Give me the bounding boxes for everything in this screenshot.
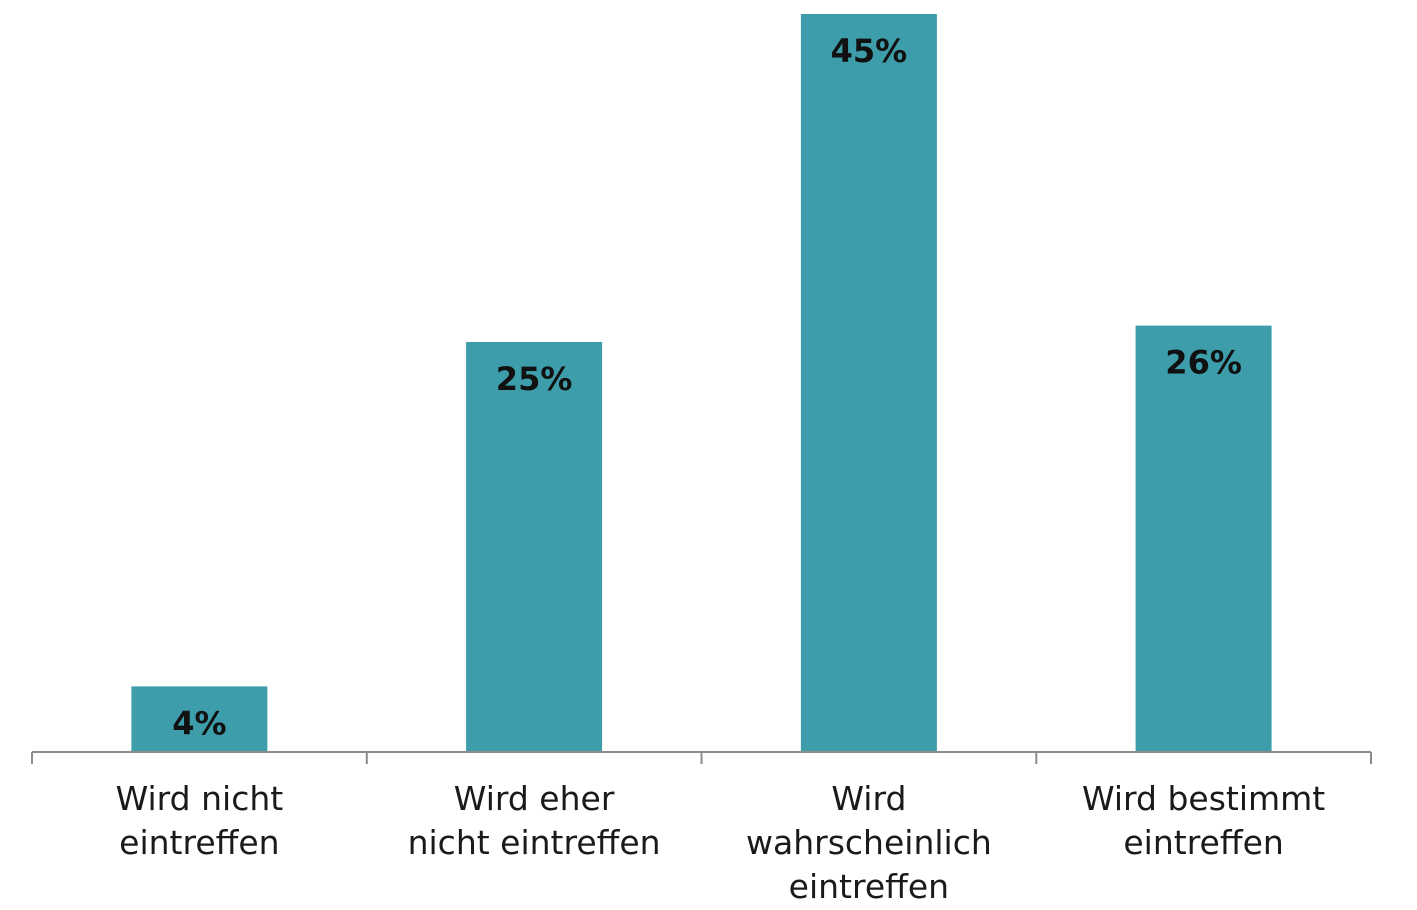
bar-2 [466, 342, 603, 752]
x-tick-label-2: Wird eher nicht eintreffen [408, 779, 661, 862]
bars-layer [131, 14, 1272, 752]
value-labels-layer: 4% 25% 45% 26% [172, 32, 1242, 742]
category-labels-layer: Wird nicht eintreffen Wird eher nicht eintr… [116, 779, 1326, 906]
data-label-1: 4% [172, 704, 226, 742]
data-label-2: 25% [496, 360, 573, 398]
bar-1 [131, 686, 268, 752]
bar-4 [1135, 325, 1272, 752]
data-label-3: 45% [831, 32, 908, 70]
bar-3 [800, 14, 937, 752]
x-tick-label-3: Wird wahrscheinlich eintreffen [746, 779, 992, 906]
x-tick-label-4: Wird bestimmt eintreffen [1082, 779, 1325, 862]
x-axis [31, 751, 1372, 764]
x-tick-label-1: Wird nicht eintreffen [116, 779, 284, 862]
data-label-4: 26% [1165, 344, 1242, 382]
